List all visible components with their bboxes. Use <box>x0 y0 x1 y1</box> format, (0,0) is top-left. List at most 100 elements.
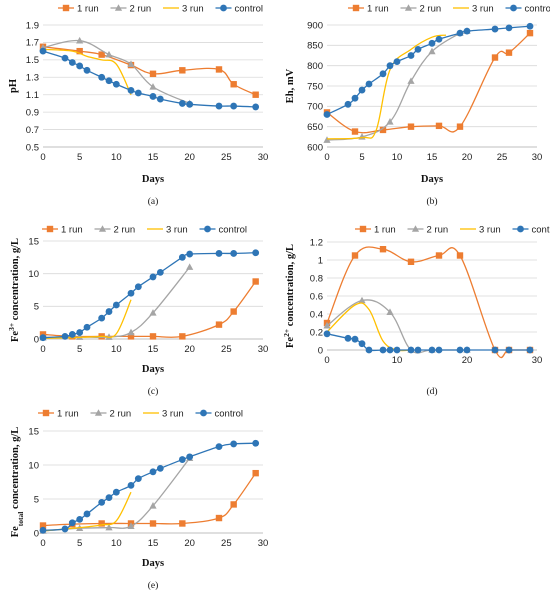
y-tick-label: 0 <box>34 528 39 539</box>
data-point <box>105 50 113 58</box>
data-point <box>76 62 84 70</box>
legend-marker <box>517 225 524 233</box>
data-point <box>215 250 223 257</box>
x-tick-label: 30 <box>532 152 543 163</box>
x-tick-label: 0 <box>324 152 329 163</box>
data-point <box>134 283 142 291</box>
data-point <box>526 29 534 37</box>
data-point <box>134 475 142 482</box>
data-point <box>178 253 186 261</box>
x-tick-label: 30 <box>258 344 269 355</box>
legend-label: 2 run <box>110 408 132 419</box>
data-point <box>252 91 259 98</box>
legend-marker <box>200 409 207 417</box>
data-point <box>456 252 464 259</box>
series-3-run <box>42 48 132 95</box>
legend-label: 1 run <box>61 224 83 235</box>
legend-marker <box>404 4 413 11</box>
data-point <box>344 334 352 342</box>
data-point <box>98 499 106 506</box>
data-point <box>365 80 373 88</box>
y-tick-label: 0 <box>318 345 323 356</box>
x-tick-label: 25 <box>221 152 232 163</box>
series-line <box>326 333 530 352</box>
x-tick-label: 10 <box>111 538 122 549</box>
data-point <box>156 268 164 276</box>
legend-label: control <box>215 408 244 419</box>
data-point <box>323 321 331 329</box>
data-point <box>178 100 186 107</box>
y-tick-label: 0.8 <box>310 273 323 284</box>
data-point <box>463 346 471 354</box>
data-point <box>149 93 157 100</box>
x-tick-label: 20 <box>184 344 195 355</box>
data-point <box>61 525 69 533</box>
data-point <box>407 258 415 265</box>
series-line <box>42 252 256 339</box>
data-point <box>83 510 91 518</box>
data-point <box>435 122 443 130</box>
series-control <box>39 439 260 534</box>
chart-panel-a: 0.5 0.7 0.9 1.1 1.3 1.5 1.7 1.9 0 5 10 15 20 25 30 Days… <box>8 3 268 207</box>
series-control <box>323 330 534 354</box>
data-point <box>105 308 113 315</box>
legend-label: 3 run <box>472 3 494 14</box>
data-point <box>230 102 238 110</box>
chart-panel-d: 0 0.2 0.4 0.6 0.8 1 1.2 0 10 20 30 Fe2+ concentrati… <box>282 224 550 397</box>
data-point <box>134 89 142 97</box>
x-tick-label: 10 <box>392 355 403 366</box>
data-point <box>215 514 223 522</box>
y-tick-label: 800 <box>307 61 323 72</box>
chart-panel-b: 600 650 700 750 800 850 900 0 5 10 15 20 25 30 Days Eh,… <box>285 3 550 207</box>
y-tick-label: 650 <box>307 122 323 133</box>
y-tick-label: 10 <box>28 460 39 471</box>
data-point <box>365 346 373 354</box>
legend-label: 2 run <box>114 224 136 235</box>
x-tick-label: 15 <box>148 152 159 163</box>
x-axis-label: Days <box>142 558 164 569</box>
data-point <box>178 456 186 463</box>
legend: 1 run 2 run 3 run control <box>355 224 550 235</box>
data-point <box>379 246 387 253</box>
data-point <box>98 73 106 81</box>
series-line <box>326 299 467 354</box>
data-point <box>76 47 83 55</box>
data-point <box>179 520 186 527</box>
legend-marker <box>98 225 107 232</box>
y-tick-label: 1.2 <box>310 237 323 248</box>
data-point <box>344 100 352 108</box>
data-point <box>351 252 359 259</box>
x-tick-label: 25 <box>221 538 232 549</box>
data-point <box>105 523 113 531</box>
data-point <box>230 440 238 448</box>
y-axis-label: pH <box>8 79 19 93</box>
legend-label: 1 run <box>367 3 389 14</box>
legend-marker <box>220 4 227 12</box>
series-control <box>39 249 260 342</box>
data-point <box>76 516 84 523</box>
data-point <box>386 117 394 125</box>
data-point <box>156 95 164 103</box>
legend-label: control <box>219 224 248 235</box>
y-tick-label: 750 <box>307 81 323 92</box>
data-point <box>127 86 135 94</box>
legend-marker <box>204 225 211 233</box>
data-point <box>127 522 135 529</box>
data-point <box>105 77 113 85</box>
series-line <box>42 48 132 95</box>
y-tick-label: 1.3 <box>26 73 39 84</box>
x-axis-label: Days <box>142 174 164 185</box>
x-tick-label: 10 <box>392 152 403 163</box>
data-point <box>149 468 157 476</box>
data-point <box>491 346 499 354</box>
x-tick-label: 20 <box>184 152 195 163</box>
series-3-run <box>42 299 132 339</box>
legend-label: 3 run <box>166 224 188 235</box>
panel-caption: (a) <box>148 196 159 207</box>
y-axis-label-sup: 2+ <box>282 329 291 337</box>
y-tick-label: 0.6 <box>310 291 323 302</box>
series-line <box>326 25 531 116</box>
y-tick-label: 1.5 <box>26 55 39 66</box>
legend: 1 run 2 run 3 run control <box>38 408 243 419</box>
data-point <box>505 49 513 56</box>
